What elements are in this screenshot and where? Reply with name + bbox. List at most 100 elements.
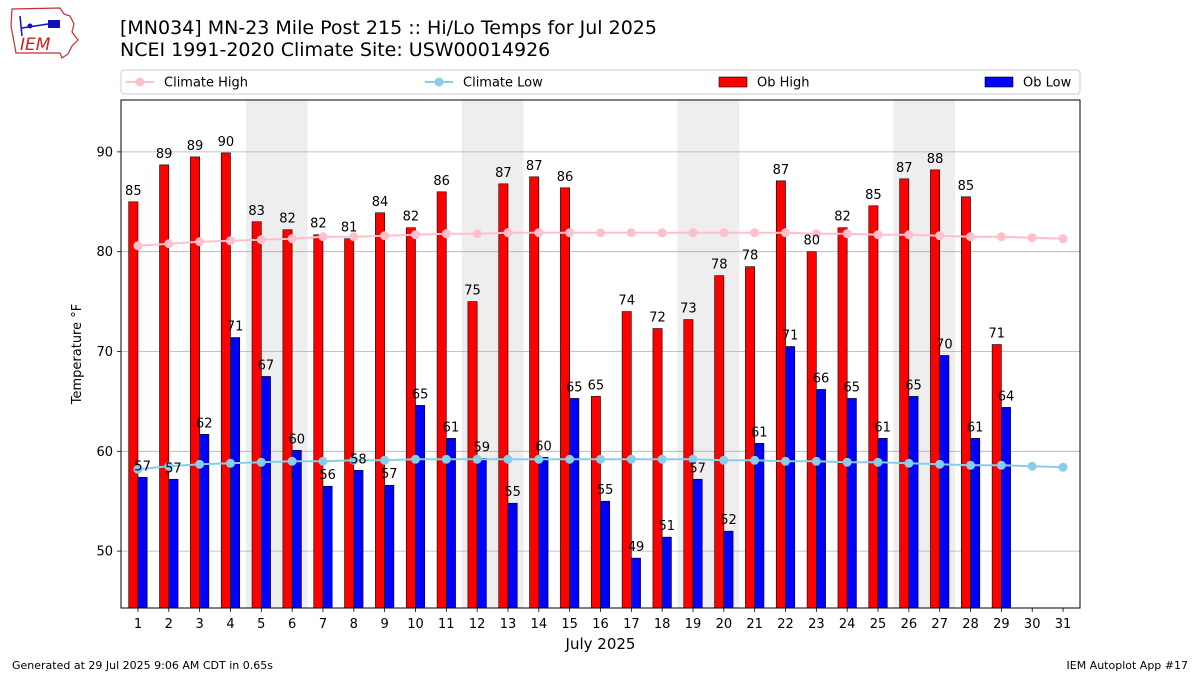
ob-low-label: 60 (535, 439, 552, 454)
x-tick-label: 12 (469, 617, 486, 632)
gridlines (121, 151, 1080, 552)
x-tick-label: 6 (288, 617, 296, 632)
ob-low-bar (754, 443, 765, 609)
ob-high-bar (498, 183, 509, 609)
climate-low-point (225, 458, 235, 468)
climate-high-point (1027, 233, 1037, 243)
ob-high-bar (652, 328, 663, 609)
x-tick-label: 21 (746, 617, 763, 632)
climate-low-point (750, 455, 760, 465)
logo-text: IEM (20, 35, 51, 55)
x-tick-label: 1 (134, 617, 142, 632)
ob-low-bar (631, 557, 641, 609)
ob-low-bar (908, 396, 919, 609)
x-tick-label: 25 (870, 617, 887, 632)
climate-high-point (935, 231, 945, 241)
climate-low-point (811, 456, 821, 466)
ob-high-bar (313, 234, 324, 609)
climate-high-point (318, 232, 328, 242)
ob-low-bar (785, 346, 796, 609)
ob-high-label: 73 (680, 302, 697, 317)
x-tick-label: 14 (531, 617, 548, 632)
ob-high-bar (344, 238, 355, 609)
ob-low-bar (384, 484, 395, 609)
x-tick-label: 7 (319, 617, 327, 632)
ob-high-label: 86 (433, 174, 450, 189)
x-tick-label: 22 (777, 617, 794, 632)
ob-high-bar (991, 344, 1002, 609)
y-tick-label: 70 (96, 345, 113, 360)
climate-low-point (719, 455, 729, 465)
climate-high-point (225, 236, 235, 246)
climate-high-point (503, 228, 513, 238)
climate-low-point (1027, 461, 1037, 471)
ob-high-bar (190, 156, 200, 609)
x-tick-label: 3 (195, 617, 203, 632)
ob-low-legend-label: Ob Low (1023, 76, 1072, 91)
ob-low-label: 70 (936, 337, 953, 352)
ob-low-label: 52 (720, 513, 737, 528)
generated-footer: Generated at 29 Jul 2025 9:06 AM CDT in … (12, 659, 273, 672)
ob-high-bar (960, 196, 971, 609)
ob-low-bar (476, 457, 487, 609)
x-tick-label: 23 (808, 617, 825, 632)
ob-low-bar (538, 456, 549, 609)
ob-high-label: 81 (341, 221, 358, 236)
ob-low-bar (446, 438, 456, 609)
ob-low-label: 55 (597, 483, 614, 498)
app-footer: IEM Autoplot App #17 (1066, 659, 1189, 672)
ob-high-label: 86 (557, 170, 574, 185)
climate-high-point (873, 230, 883, 240)
climate-low-point (904, 458, 914, 468)
data-labels: 85 57 89 57 89 62 90 71 83 67 82 60 82 56 81 58 84 57 82 65… (125, 135, 1014, 555)
ob-low-label: 51 (659, 519, 676, 534)
ob-low-label: 61 (967, 420, 984, 435)
climate-low-point (410, 454, 420, 464)
ob-low-label: 56 (319, 468, 336, 483)
climate-low-point (565, 454, 575, 464)
x-tick-label: 15 (561, 617, 578, 632)
legend-box (120, 69, 1081, 95)
ob-high-label: 85 (958, 179, 975, 194)
climate-high-point (842, 229, 852, 239)
climate-low-legend-label: Climate Low (463, 76, 543, 91)
ob-high-label: 78 (711, 258, 728, 273)
x-tick-label: 8 (350, 617, 358, 632)
ob-low-label: 61 (874, 420, 891, 435)
climate-low-point (596, 454, 605, 464)
climate-low-point (873, 457, 883, 467)
ob-high-label: 87 (773, 163, 790, 178)
ob-high-label: 78 (742, 249, 759, 264)
climate-low-point (996, 460, 1006, 470)
climate-high-legend-marker (135, 77, 145, 87)
ob-low-bar (600, 500, 611, 609)
climate-low-point (318, 456, 328, 466)
ob-low-label: 71 (227, 320, 244, 335)
ob-high-bar (806, 251, 817, 609)
climate-low-point (349, 455, 359, 465)
ob-low-label: 64 (998, 389, 1015, 404)
climate-high-point (596, 228, 605, 238)
ob-high-bar (220, 152, 231, 609)
ob-low-bar (415, 405, 426, 609)
climate-high-point (133, 241, 143, 251)
y-tick-label: 90 (96, 145, 113, 160)
x-tick-label: 19 (685, 617, 702, 632)
ob-low-label: 65 (412, 387, 429, 402)
x-tick-label: 11 (438, 617, 455, 632)
climate-low-point (441, 454, 451, 464)
climate-high-point (287, 234, 297, 244)
legend: Climate High Climate Low Ob High Ob Low (120, 69, 1081, 95)
climate-high-point (534, 228, 544, 238)
climate-high-point (750, 228, 760, 238)
ob-high-legend-label: Ob High (757, 76, 810, 91)
ob-low-label: 49 (628, 540, 645, 555)
ob-high-label: 72 (649, 311, 666, 326)
climate-high-point (195, 237, 205, 247)
x-tick-label: 9 (381, 617, 389, 632)
x-tick-label: 18 (654, 617, 671, 632)
chart-title: [MN034] MN-23 Mile Post 215 :: Hi/Lo Tem… (120, 17, 657, 39)
ob-high-bar (159, 164, 170, 609)
ob-high-bar (837, 227, 848, 609)
